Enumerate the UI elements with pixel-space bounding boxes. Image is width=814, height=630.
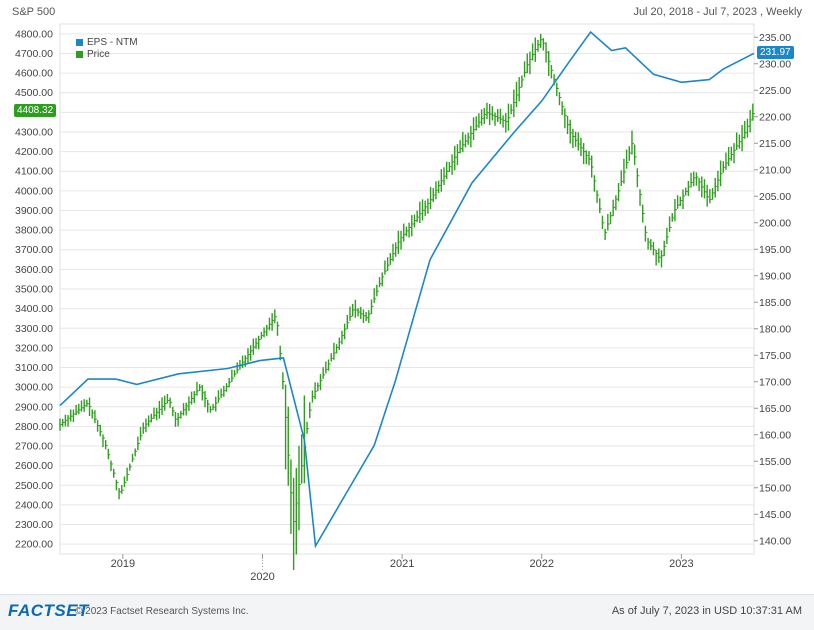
right-tick-label: 235.00 bbox=[759, 32, 791, 44]
legend-price-label: Price bbox=[87, 49, 110, 60]
right-tick-label: 165.00 bbox=[759, 403, 791, 415]
right-tick-label: 155.00 bbox=[759, 456, 791, 468]
right-tick-label: 150.00 bbox=[759, 482, 791, 494]
right-tick-label: 200.00 bbox=[759, 217, 791, 229]
left-tick-label: 3700.00 bbox=[15, 244, 53, 256]
price-last-value-tag: 4408.32 bbox=[14, 103, 57, 117]
left-tick-label: 2600.00 bbox=[15, 460, 53, 472]
right-tick-label: 210.00 bbox=[759, 164, 791, 176]
left-tick-label: 4800.00 bbox=[15, 28, 53, 40]
left-tick-label: 3100.00 bbox=[15, 362, 53, 374]
price-swatch bbox=[76, 51, 83, 58]
sp500-chart: 2200.00 2300.00 2400.00 2500.00 2600.00 2700.… bbox=[15, 23, 791, 583]
left-tick-label: 3200.00 bbox=[15, 342, 53, 354]
right-tick-label: 160.00 bbox=[759, 429, 791, 441]
x-tick-label: 2019 bbox=[111, 558, 135, 570]
right-tick-label: 215.00 bbox=[759, 138, 791, 150]
right-tick-label: 140.00 bbox=[759, 535, 791, 547]
chart-date-range: Jul 20, 2018 - Jul 7, 2023 , Weekly bbox=[633, 6, 802, 18]
left-tick-label: 2500.00 bbox=[15, 480, 53, 492]
legend-item-eps: EPS - NTM bbox=[76, 37, 138, 48]
x-tick-label: 2020 bbox=[250, 571, 274, 583]
legend-eps-label: EPS - NTM bbox=[87, 37, 138, 48]
left-tick-label: 3600.00 bbox=[15, 264, 53, 276]
left-tick-label: 4700.00 bbox=[15, 48, 53, 60]
footer-bar: FACTSET © 2023 Factset Research Systems … bbox=[0, 594, 814, 630]
left-tick-label: 4100.00 bbox=[15, 166, 53, 178]
right-tick-label: 170.00 bbox=[759, 376, 791, 388]
right-tick-label: 180.00 bbox=[759, 323, 791, 335]
left-tick-label: 2400.00 bbox=[15, 499, 53, 511]
x-tick-label: 2021 bbox=[390, 558, 414, 570]
as-of-timestamp: As of July 7, 2023 in USD 10:37:31 AM bbox=[611, 605, 802, 617]
left-tick-label: 3900.00 bbox=[15, 205, 53, 217]
left-tick-label: 2700.00 bbox=[15, 441, 53, 453]
eps-last-value-tag: 231.97 bbox=[757, 46, 794, 60]
left-tick-label: 3300.00 bbox=[15, 323, 53, 335]
right-tick-label: 230.00 bbox=[759, 58, 791, 70]
x-tick-label: 2022 bbox=[530, 558, 554, 570]
legend-item-price: Price bbox=[76, 49, 110, 60]
left-tick-label: 3400.00 bbox=[15, 303, 53, 315]
right-tick-label: 145.00 bbox=[759, 509, 791, 521]
chart-title: S&P 500 bbox=[12, 6, 56, 18]
left-tick-label: 4600.00 bbox=[15, 68, 53, 80]
eps-line bbox=[59, 30, 755, 549]
eps-swatch bbox=[76, 39, 83, 46]
right-tick-label: 175.00 bbox=[759, 350, 791, 362]
left-tick-label: 4200.00 bbox=[15, 146, 53, 158]
right-tick-label: 220.00 bbox=[759, 111, 791, 123]
right-tick-label: 190.00 bbox=[759, 270, 791, 282]
left-tick-label: 4300.00 bbox=[15, 126, 53, 138]
left-tick-label: 3500.00 bbox=[15, 284, 53, 296]
left-tick-label: 3800.00 bbox=[15, 225, 53, 237]
copyright-text: © 2023 Factset Research Systems Inc. bbox=[75, 606, 249, 617]
left-tick-label: 2300.00 bbox=[15, 519, 53, 531]
x-tick-label: 2023 bbox=[669, 558, 693, 570]
left-tick-label: 2800.00 bbox=[15, 421, 53, 433]
right-tick-label: 225.00 bbox=[759, 85, 791, 97]
left-tick-label: 2200.00 bbox=[15, 539, 53, 551]
right-tick-label: 195.00 bbox=[759, 244, 791, 256]
factset-logo: FACTSET bbox=[8, 601, 89, 620]
left-tick-label: 2900.00 bbox=[15, 401, 53, 413]
right-tick-label: 205.00 bbox=[759, 191, 791, 203]
right-tick-label: 185.00 bbox=[759, 297, 791, 309]
left-tick-label: 4000.00 bbox=[15, 185, 53, 197]
left-tick-label: 4500.00 bbox=[15, 87, 53, 99]
left-tick-label: 3000.00 bbox=[15, 382, 53, 394]
